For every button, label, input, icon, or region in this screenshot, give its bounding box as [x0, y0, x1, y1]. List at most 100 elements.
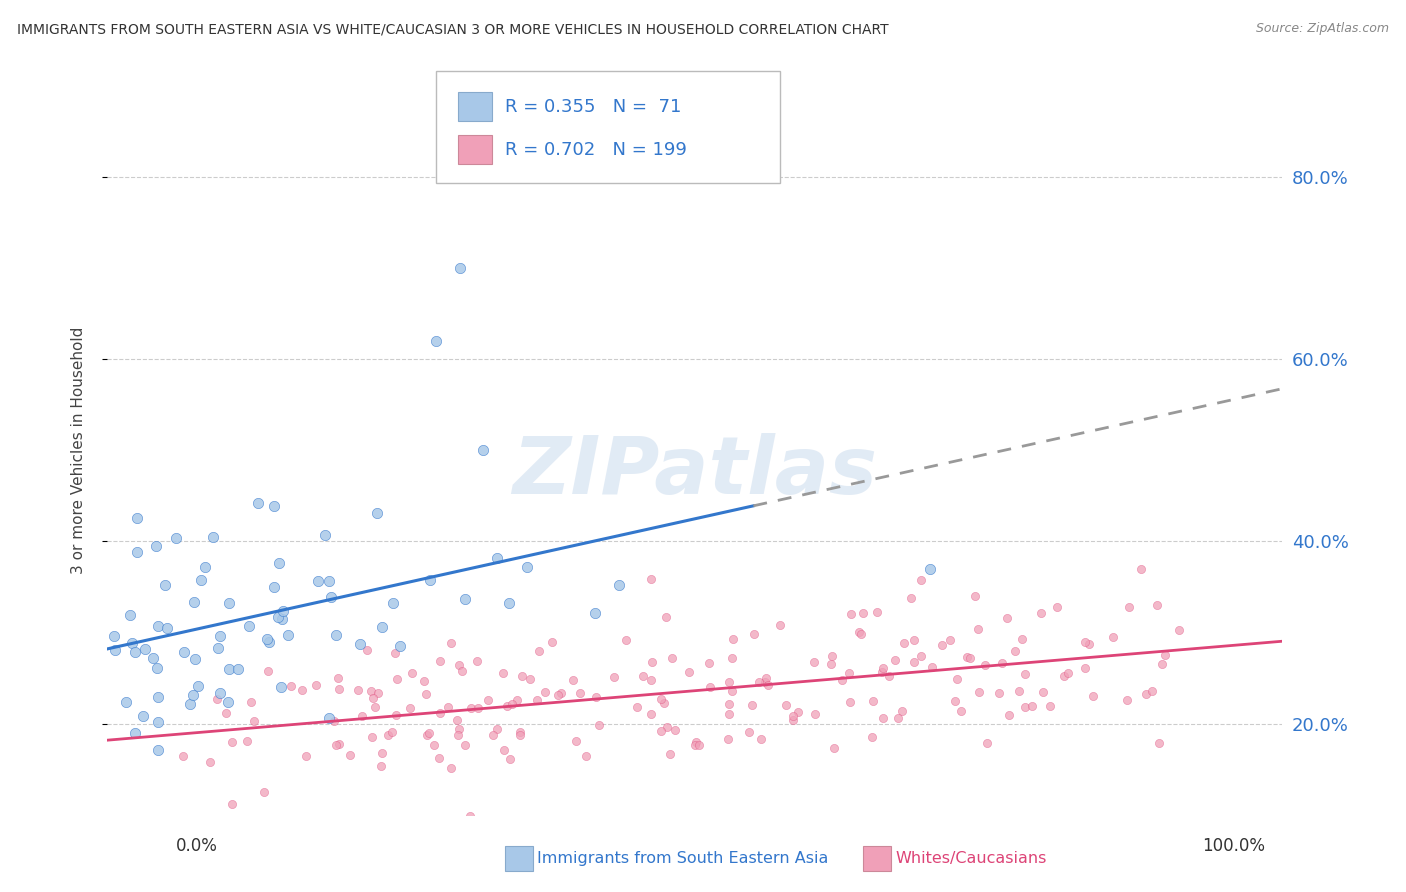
Point: [721, 684, 744, 698]
Point: [1102, 630, 1125, 644]
Point: [190, 574, 212, 588]
Point: [240, 695, 263, 709]
Point: [1077, 637, 1099, 651]
Point: [267, 556, 290, 570]
Point: [326, 671, 349, 685]
Point: [156, 621, 179, 635]
Point: [717, 707, 740, 722]
Point: [903, 655, 925, 669]
Point: [125, 510, 148, 524]
Point: [307, 574, 329, 589]
Point: [187, 679, 209, 693]
Point: [165, 531, 187, 545]
Point: [270, 612, 292, 626]
Point: [839, 607, 862, 622]
Point: [238, 619, 260, 633]
Point: [382, 596, 405, 610]
Point: [367, 686, 389, 700]
Point: [870, 665, 893, 679]
Point: [1039, 698, 1062, 713]
Point: [388, 639, 411, 653]
Point: [640, 673, 662, 687]
Point: [583, 606, 606, 620]
Point: [361, 691, 384, 706]
Point: [641, 655, 664, 669]
Point: [738, 725, 761, 739]
Point: [416, 728, 439, 742]
Point: [921, 660, 943, 674]
Point: [787, 706, 810, 720]
Point: [887, 711, 910, 725]
Point: [295, 749, 318, 764]
Point: [153, 825, 176, 839]
Point: [370, 620, 392, 634]
Point: [146, 661, 169, 675]
Point: [547, 689, 569, 703]
Point: [550, 686, 572, 700]
Point: [565, 734, 588, 748]
Point: [1029, 607, 1052, 621]
Point: [640, 706, 662, 721]
Point: [226, 662, 249, 676]
Point: [267, 610, 290, 624]
Point: [561, 673, 583, 687]
Point: [451, 665, 474, 679]
Point: [440, 761, 463, 775]
Point: [472, 443, 495, 458]
Text: 0.0%: 0.0%: [176, 837, 218, 855]
Point: [987, 686, 1010, 700]
Point: [655, 721, 678, 735]
Point: [381, 724, 404, 739]
Point: [1149, 736, 1171, 750]
Point: [903, 633, 925, 648]
Point: [877, 669, 900, 683]
Point: [419, 574, 441, 588]
Point: [124, 645, 146, 659]
Point: [385, 708, 408, 723]
Point: [1004, 644, 1026, 658]
Point: [831, 673, 853, 688]
Point: [756, 678, 779, 692]
Point: [501, 697, 523, 711]
Point: [755, 671, 778, 685]
Point: [360, 684, 382, 698]
Point: [950, 704, 973, 718]
Point: [640, 572, 662, 586]
Point: [661, 651, 683, 665]
Point: [356, 643, 378, 657]
Point: [277, 628, 299, 642]
Point: [482, 728, 505, 742]
Point: [454, 739, 477, 753]
Point: [769, 618, 792, 632]
Point: [370, 758, 392, 772]
Point: [207, 640, 229, 655]
Point: [1011, 632, 1033, 647]
Point: [860, 730, 883, 744]
Text: 100.0%: 100.0%: [1202, 837, 1265, 855]
Point: [1056, 666, 1078, 681]
Point: [460, 700, 482, 714]
Point: [447, 658, 470, 673]
Point: [1073, 661, 1095, 675]
Point: [685, 735, 707, 749]
Point: [447, 722, 470, 736]
Point: [183, 595, 205, 609]
Text: IMMIGRANTS FROM SOUTH EASTERN ASIA VS WHITE/CAUCASIAN 3 OR MORE VEHICLES IN HOUS: IMMIGRANTS FROM SOUTH EASTERN ASIA VS WH…: [17, 22, 889, 37]
Point: [574, 749, 596, 764]
Point: [839, 695, 862, 709]
Point: [120, 607, 142, 622]
Point: [1053, 668, 1076, 682]
Point: [683, 739, 706, 753]
Point: [541, 635, 564, 649]
Point: [121, 636, 143, 650]
Point: [717, 675, 740, 690]
Point: [938, 633, 960, 648]
Point: [631, 669, 654, 683]
Point: [614, 633, 637, 648]
Text: R = 0.355   N =  71: R = 0.355 N = 71: [505, 97, 681, 116]
Point: [607, 577, 630, 591]
Point: [991, 657, 1014, 671]
Point: [1021, 698, 1043, 713]
Point: [387, 672, 409, 686]
Point: [366, 506, 388, 520]
